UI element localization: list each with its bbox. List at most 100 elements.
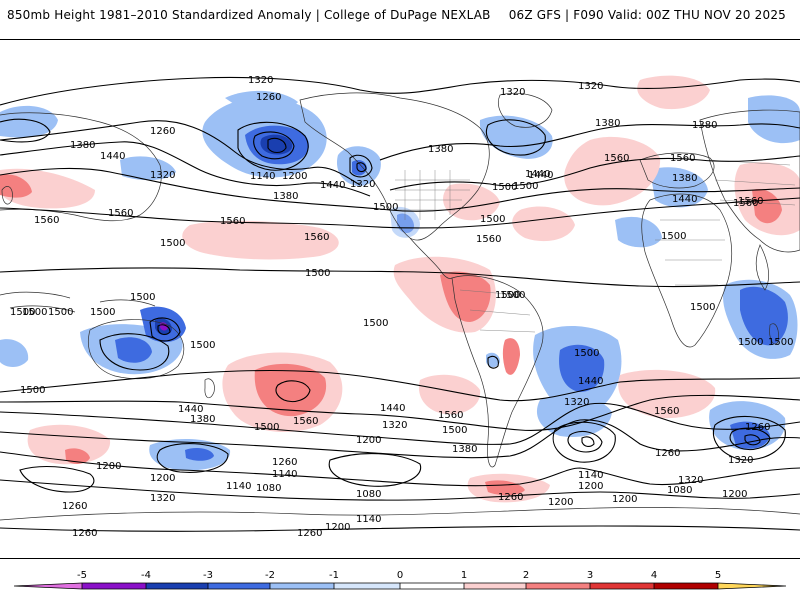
colorbar-swatch [334,583,400,589]
colorbar-swatch [654,583,718,589]
contour-label: 1200 [578,481,603,492]
contour-label: 1560 [293,416,318,427]
contour-label: 1200 [282,171,307,182]
map-title: 850mb Height 1981–2010 Standardized Anom… [7,8,491,22]
colorbar-tick: -1 [329,570,339,581]
contour-label: 1320 [564,397,589,408]
anomaly-map[interactable]: 1320 1320 1320 1260 1260 1380 1440 1320 … [0,40,800,558]
contour-label: 1320 [150,170,175,181]
contour-label: 1500 [768,337,793,348]
contour-label: 1560 [476,234,501,245]
contour-label: 1500 [305,268,330,279]
contour-label: 1140 [272,469,297,480]
contour-label: 1260 [150,126,175,137]
contour-label: 1140 [578,470,603,481]
contour-label: 1320 [382,420,407,431]
colorbar-swatch [146,583,208,589]
contour-label: 1260 [62,501,87,512]
contour-label: 1560 [304,232,329,243]
contour-label: 1380 [70,140,95,151]
colorbar-swatch [718,583,786,589]
contour-label: 1500 [661,231,686,242]
contour-label: 1320 [678,475,703,486]
contour-label: 1500 [442,425,467,436]
contour-label: 1560 [738,196,763,207]
contour-label: 1560 [438,410,463,421]
contour-label: 1500 [254,422,279,433]
colorbar-tick: -4 [141,570,151,581]
contour-label: 1080 [256,483,281,494]
contour-label: 1200 [612,494,637,505]
contour-label: 1080 [356,489,381,500]
colorbar-tick: -2 [265,570,275,581]
contour-label: 1260 [745,422,770,433]
colorbar-tick: 4 [651,570,657,581]
colorbar-tick: -3 [203,570,213,581]
contour-label: 1200 [356,435,381,446]
contour-label: 1200 [722,489,747,500]
colorbar-tick: -5 [77,570,87,581]
contour-label: 1500 [130,292,155,303]
contour-label: 1200 [96,461,121,472]
model-run-info: 06Z GFS | F090 Valid: 00Z THU NOV 20 202… [509,8,786,22]
contour-label: 1440 [320,180,345,191]
contour-label: 1260 [655,448,680,459]
colorbar-tick: 2 [523,570,529,581]
contour-label: 1500 [738,337,763,348]
contour-label: 1500 [513,181,538,192]
contour-label: 1560 [654,406,679,417]
contour-label: 1440 [672,194,697,205]
contour-label: 1140 [356,514,381,525]
map-panel[interactable]: 1320 1320 1320 1260 1260 1380 1440 1320 … [0,39,800,559]
contour-label: 1320 [150,493,175,504]
colorbar-tick: 3 [587,570,593,581]
colorbar-swatch [208,583,270,589]
contour-label: 1500 [190,340,215,351]
contour-label: 1440 [380,403,405,414]
colorbar-swatch [526,583,590,589]
contour-label: 1560 [34,215,59,226]
colorbar-swatch [82,583,146,589]
contour-label: 1320 [578,81,603,92]
colorbar-swatch [464,583,526,589]
contour-label: 1560 [220,216,245,227]
contour-label: 1140 [226,481,251,492]
contour-label: 1380 [595,118,620,129]
contour-label: 1260 [498,492,523,503]
contour-label: 1260 [256,92,281,103]
contour-label: 1260 [297,528,322,539]
contour-label: 1500 [574,348,599,359]
contour-label: 1500 [48,307,73,318]
colorbar-tick: 5 [715,570,721,581]
contour-label: 1320 [248,75,273,86]
contour-label: 1440 [578,376,603,387]
colorbar-swatch [14,583,82,589]
contour-label: 1380 [692,120,717,131]
colorbar-tick: 0 [397,570,403,581]
colorbar: -5 -4 -3 -2 -1 0 1 2 3 4 5 [0,566,800,600]
header: 850mb Height 1981–2010 Standardized Anom… [0,0,800,38]
contour-label: 1440 [525,169,550,180]
contour-label: 1560 [604,153,629,164]
contour-label: 1380 [190,414,215,425]
contour-label: 1500 [10,307,35,318]
contour-label: 1200 [548,497,573,508]
contour-label: 1320 [728,455,753,466]
contour-label: 1380 [672,173,697,184]
contour-label: 1080 [667,485,692,496]
contour-label: 1320 [350,179,375,190]
contour-label: 1320 [500,87,525,98]
colorbar-swatch [270,583,334,589]
contour-label: 1500 [500,290,525,301]
contour-label: 1500 [690,302,715,313]
contour-label: 1200 [325,522,350,533]
contour-label: 1500 [480,214,505,225]
contour-label: 1500 [90,307,115,318]
contour-label: 1440 [100,151,125,162]
colorbar-tick: 1 [461,570,467,581]
colorbar-swatch [590,583,654,589]
contour-label: 1560 [108,208,133,219]
contour-label: 1500 [160,238,185,249]
contour-label: 1560 [670,153,695,164]
contour-label: 1500 [363,318,388,329]
